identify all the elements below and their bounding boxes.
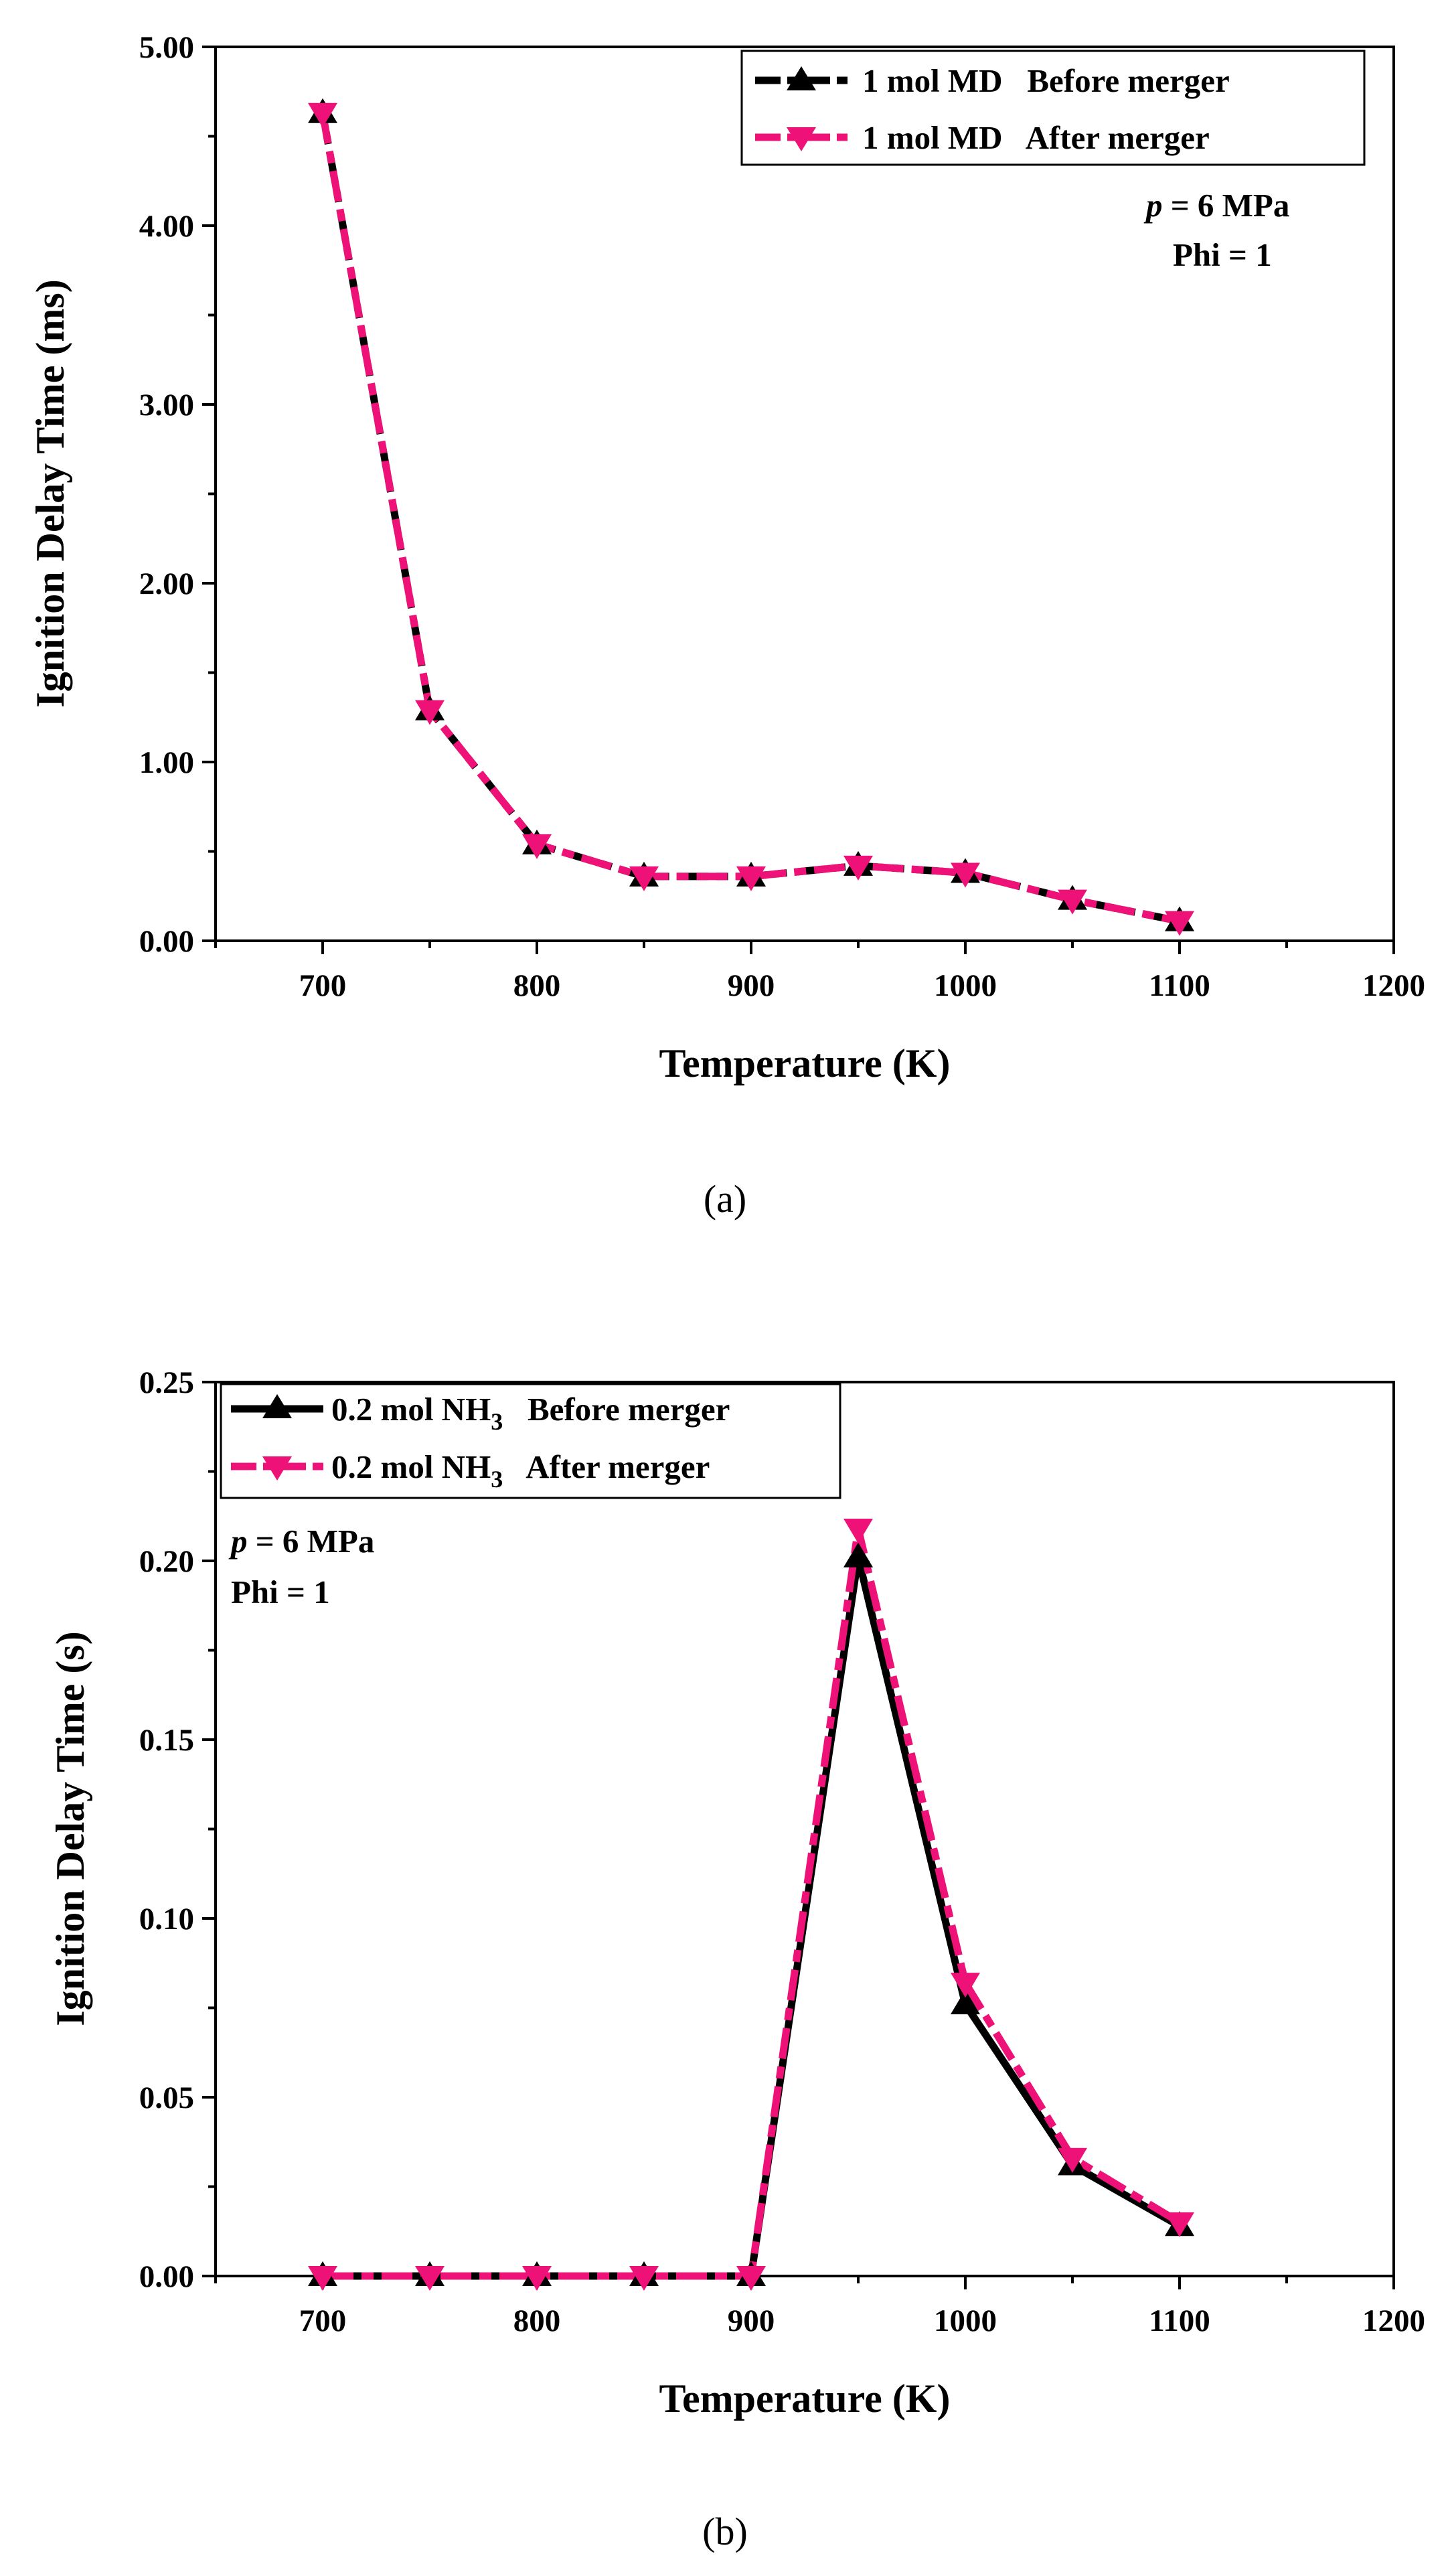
panel-a-y-ticks: 0.00 1.00 2.00 3.00 4.00 5.00: [139, 30, 216, 959]
panel-b-chart: 700 800 900 1000 1100 1200 0.000.050.100.150.…: [48, 1365, 1425, 2553]
triangle-up-marker: [787, 66, 816, 90]
panel-b-data-point-after: [1058, 2147, 1087, 2173]
panel-a-x-tick-label: 1100: [1149, 968, 1210, 1003]
panel-b-y-tick-label: 0.20: [139, 1544, 194, 1579]
panel-a-legend-box: [740, 50, 1366, 166]
panel-a-x-tick-label: 700: [299, 968, 347, 1003]
panel-b-data-point-after: [951, 1973, 980, 1998]
panel-b-data-point-after: [522, 2266, 552, 2291]
panel-a-y-tick-label: 2.00: [139, 566, 194, 601]
panel-a-y-tick-label: 3.00: [139, 388, 194, 423]
panel-b-legend-entry-after: 0.2 mol NH3 After merger: [231, 1448, 710, 1493]
panel-a-plot-frame: [214, 46, 1395, 942]
panel-a-data-point-after: [629, 866, 659, 891]
panel-b-phi-annotation: Phi = 1: [231, 1574, 330, 1610]
panel-b-y-tick-label: 0.10: [139, 1902, 194, 1937]
panel-a-x-tick-label: 1000: [934, 968, 997, 1003]
panel-a-x-tick-label: 900: [728, 968, 775, 1003]
panel-b-series-line-after: [323, 1525, 1182, 2280]
triangle-down-marker: [262, 1456, 292, 1481]
panel-a-legend: 1 mol MD Before merger 1 mol MD After me…: [740, 50, 1366, 166]
panel-b-y-axis-title: Ignition Delay Time (s): [48, 1631, 92, 2026]
panel-b-x-tick-label: 1000: [934, 2303, 997, 2338]
panel-b-data-point-after: [736, 2266, 766, 2291]
panel-b-x-ticks: 700 800 900 1000 1100 1200: [214, 2276, 1425, 2338]
panel-b-data-point-after: [843, 1518, 873, 1543]
panel-a-data-point-after: [1165, 911, 1194, 936]
panel-b-legend-label-before: 0.2 mol NH3 Before merger: [331, 1391, 730, 1435]
panel-b-series: [308, 1518, 1194, 2291]
panel-b-data-point-after: [629, 2266, 659, 2291]
triangle-down-marker: [787, 127, 816, 151]
panel-a-data-point-after: [843, 855, 873, 881]
panel-a-data-point-after: [951, 862, 980, 888]
panel-b-data-point-before: [951, 1989, 980, 2015]
panel-a-legend-label-after: 1 mol MD After merger: [862, 119, 1210, 156]
panel-a-x-tick-label: 1200: [1362, 968, 1425, 1003]
panel-a-data-point-after: [1058, 889, 1087, 915]
panel-b-legend-label-after: 0.2 mol NH3 After merger: [331, 1448, 710, 1493]
panel-b-y-ticks: 0.00 0.05 0.10 0.15 0.20 0.25: [139, 1365, 216, 2294]
panel-b-legend: 0.2 mol NH3 Before merger 0.2 mol NH3 Af…: [220, 1383, 841, 1499]
panel-a-series-line-after: [319, 112, 1181, 925]
panel-b-x-tick-label: 900: [728, 2303, 775, 2338]
panel-a-phi-annotation: Phi = 1: [1173, 236, 1272, 273]
panel-b-data-point-after: [308, 2266, 337, 2291]
panel-b-data-point-after: [415, 2266, 445, 2291]
panel-b-plot-frame: [214, 1381, 1395, 2277]
panel-a-legend-entry-before: 1 mol MD Before merger: [755, 62, 1230, 99]
panel-b-data-point-after: [1165, 2212, 1194, 2237]
panel-b-legend-entry-before: 0.2 mol NH3 Before merger: [231, 1391, 730, 1435]
panel-b-pressure-annotation: p = 6 MPa: [228, 1523, 374, 1560]
panel-b-y-tick-label: 0.05: [139, 2080, 194, 2115]
panel-a-x-tick-label: 800: [513, 968, 561, 1003]
panel-b-series-line-before: [323, 1554, 1182, 2280]
panel-a-legend-label-before: 1 mol MD Before merger: [862, 62, 1230, 99]
panel-b-data-point-before: [843, 1542, 873, 1568]
panel-a-pressure-annotation: p = 6 MPa: [1143, 187, 1289, 224]
panel-a-y-tick-label: 5.00: [139, 30, 194, 65]
panel-b-y-tick-label: 0.15: [139, 1723, 194, 1758]
panel-b-x-tick-label: 1200: [1362, 2303, 1425, 2338]
panel-b-caption: (b): [702, 2510, 748, 2553]
panel-b-x-tick-label: 800: [513, 2303, 561, 2338]
panel-b-y-tick-label: 0.00: [139, 2259, 194, 2294]
panel-a-data-point-after: [415, 700, 445, 725]
panel-b-x-tick-label: 1100: [1149, 2303, 1210, 2338]
panel-b-legend-box: [220, 1383, 841, 1499]
panel-a-caption: (a): [704, 1177, 746, 1221]
panel-b-y-tick-label: 0.25: [139, 1365, 194, 1400]
panel-b-x-tick-label: 700: [299, 2303, 347, 2338]
panel-a-y-tick-label: 4.00: [139, 209, 194, 244]
panel-a-series-line-before: [319, 112, 1181, 925]
triangle-up-marker: [262, 1394, 292, 1418]
panel-a-y-tick-label: 0.00: [139, 924, 194, 959]
panel-a-x-ticks: 700 800 900 1000 1100 1200: [214, 941, 1425, 1003]
panel-a-y-axis-title: Ignition Delay Time (ms): [28, 279, 72, 707]
panel-a-series: [308, 98, 1194, 936]
panel-a-x-axis-title: Temperature (K): [659, 1041, 951, 1085]
panel-a-data-point-after: [308, 102, 337, 128]
panel-a-data-point-after: [736, 866, 766, 891]
panel-a-y-tick-label: 1.00: [139, 745, 194, 780]
panel-b-x-axis-title: Temperature (K): [659, 2376, 951, 2421]
panel-a-data-point-after: [522, 834, 552, 859]
panel-a-chart: 700 800 900 1000 1100 1200 0.00 1.00 2.00 3.00 4.…: [28, 30, 1425, 1221]
panel-a-legend-entry-after: 1 mol MD After merger: [755, 119, 1210, 156]
